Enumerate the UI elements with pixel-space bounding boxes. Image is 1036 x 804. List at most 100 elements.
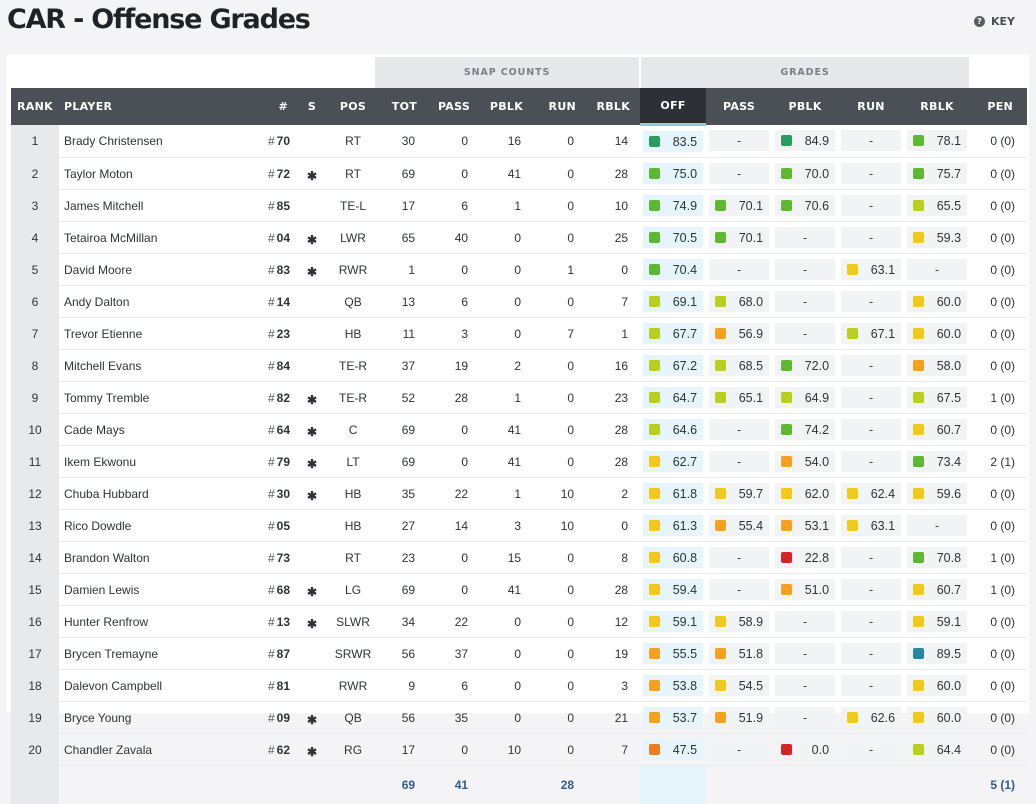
- col-snap-rblk[interactable]: RBLK: [586, 88, 640, 125]
- col-grade-rblk[interactable]: RBLK: [904, 88, 970, 125]
- snap-pblk-cell: 1: [480, 478, 533, 510]
- col-player[interactable]: PLAYER: [59, 88, 259, 125]
- grade-rblk-cell: -: [904, 254, 970, 286]
- player-link[interactable]: Chandler Zavala: [59, 734, 259, 766]
- grade-pblk-cell: 74.2: [772, 414, 838, 446]
- grade-chip: 62.4: [841, 483, 901, 504]
- player-link[interactable]: Hunter Renfrow: [59, 606, 259, 638]
- col-grade-off[interactable]: OFF: [640, 88, 706, 125]
- grade-chip: -: [907, 515, 967, 536]
- grade-run-cell: -: [838, 574, 904, 606]
- player-link[interactable]: Tetairoa McMillan: [59, 222, 259, 254]
- jersey-number: #64: [259, 414, 292, 446]
- starter-cell: ✱: [292, 734, 332, 766]
- col-snap-pblk[interactable]: PBLK: [480, 88, 533, 125]
- col-grade-pblk[interactable]: PBLK: [772, 88, 838, 125]
- grade-value: 51.0: [805, 583, 829, 597]
- player-link[interactable]: Brady Christensen: [59, 125, 259, 158]
- jersey-hash: #: [268, 487, 275, 501]
- player-link[interactable]: Brandon Walton: [59, 542, 259, 574]
- jersey-value: 23: [277, 327, 290, 341]
- jersey-value: 30: [277, 487, 290, 501]
- player-link[interactable]: James Mitchell: [59, 190, 259, 222]
- grade-chip: 58.0: [907, 355, 967, 376]
- player-link[interactable]: Dalevon Campbell: [59, 670, 259, 702]
- player-link[interactable]: David Moore: [59, 254, 259, 286]
- player-link[interactable]: Trevor Etienne: [59, 318, 259, 350]
- grade-color-swatch: [649, 584, 660, 595]
- grade-pass-cell: 59.7: [706, 478, 772, 510]
- jersey-hash: #: [268, 647, 275, 661]
- player-link[interactable]: Rico Dowdle: [59, 510, 259, 542]
- grade-chip: 83.5: [643, 131, 703, 152]
- jersey-hash: #: [268, 134, 275, 148]
- key-button[interactable]: ? KEY: [974, 13, 1015, 29]
- grade-chip: 75.7: [907, 163, 967, 184]
- grades-panel: SNAP COUNTS GRADES RANK PLAYER # S POS T…: [7, 55, 1029, 713]
- col-snap-tot[interactable]: TOT: [374, 88, 427, 125]
- player-link[interactable]: Taylor Moton: [59, 158, 259, 190]
- col-snap-run[interactable]: RUN: [533, 88, 586, 125]
- grade-pass-cell: 65.1: [706, 382, 772, 414]
- grade-value: 70.6: [805, 199, 829, 213]
- grade-color-swatch: [649, 648, 660, 659]
- col-grade-pass[interactable]: PASS: [706, 88, 772, 125]
- player-link[interactable]: Cade Mays: [59, 414, 259, 446]
- grade-run-cell: -: [838, 158, 904, 190]
- rank-cell: 17: [11, 638, 59, 670]
- player-link[interactable]: Bryce Young: [59, 702, 259, 734]
- grade-value: 70.4: [673, 263, 697, 277]
- grade-value: 75.7: [937, 167, 961, 181]
- player-link[interactable]: Chuba Hubbard: [59, 478, 259, 510]
- grade-value: 47.5: [673, 743, 697, 757]
- starter-icon: ✱: [307, 617, 317, 631]
- jersey-number: #81: [259, 670, 292, 702]
- penalty-cell: 1 (0): [970, 574, 1027, 606]
- grade-color-swatch: [847, 712, 858, 723]
- grade-color-swatch: [649, 296, 660, 307]
- player-link[interactable]: Brycen Tremayne: [59, 638, 259, 670]
- player-link[interactable]: Damien Lewis: [59, 574, 259, 606]
- jersey-hash: #: [268, 359, 275, 373]
- col-starter[interactable]: S: [292, 88, 332, 125]
- snap-pass-cell: 19: [427, 350, 480, 382]
- col-rank[interactable]: RANK: [11, 88, 59, 125]
- grade-value: 22.8: [805, 551, 829, 565]
- col-snap-pass[interactable]: PASS: [427, 88, 480, 125]
- player-link[interactable]: Tommy Tremble: [59, 382, 259, 414]
- player-link[interactable]: Mitchell Evans: [59, 350, 259, 382]
- grade-off-cell: 61.8: [640, 478, 706, 510]
- grade-pblk-cell: 84.9: [772, 125, 838, 158]
- grade-value: 74.2: [805, 423, 829, 437]
- player-link[interactable]: Andy Dalton: [59, 286, 259, 318]
- grade-chip: 72.0: [775, 355, 835, 376]
- col-pen[interactable]: PEN: [970, 88, 1027, 125]
- player-link[interactable]: Ikem Ekwonu: [59, 446, 259, 478]
- col-pos[interactable]: POS: [332, 88, 374, 125]
- grade-pass-cell: -: [706, 414, 772, 446]
- grade-chip: 89.5: [907, 643, 967, 664]
- col-grade-run[interactable]: RUN: [838, 88, 904, 125]
- grade-chip: 22.8: [775, 547, 835, 568]
- col-jersey[interactable]: #: [259, 88, 292, 125]
